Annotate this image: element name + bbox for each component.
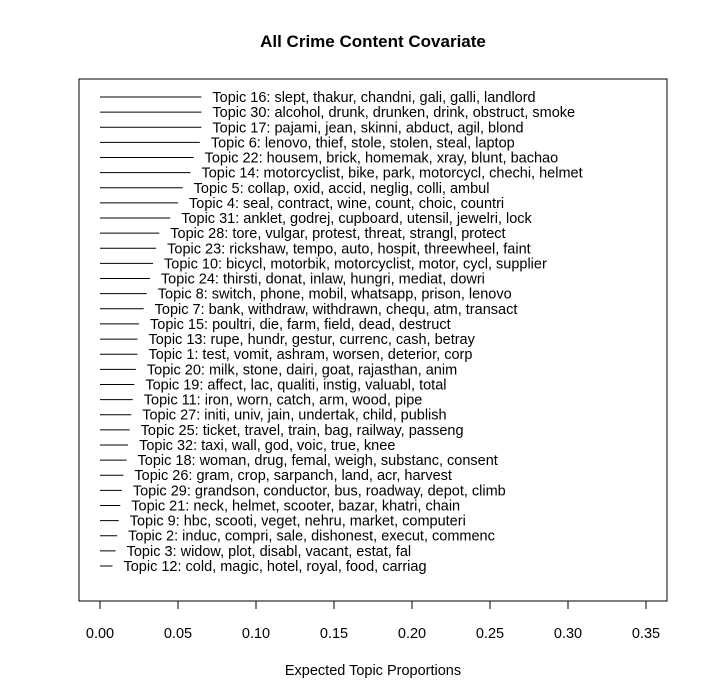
topic-label: Topic 32: taxi, wall, god, voic, true, k… [139,438,395,454]
topic-label: Topic 8: switch, phone, mobil, whatsapp,… [158,287,512,303]
topic-label: Topic 10: bicycl, motorbik, motorcyclist… [164,256,547,272]
topic-label: Topic 15: poultri, die, farm, field, dea… [150,317,451,333]
x-axis-ticks: 0.00 0.05 0.10 0.15 0.20 0.25 0.30 0.35 [86,601,660,642]
topic-label: Topic 30: alcohol, drunk, drunken, drink… [212,105,575,121]
topic-label: Topic 17: pajami, jean, skinni, abduct, … [212,120,523,136]
x-tick-label: 0.35 [632,626,660,642]
topic-label: Topic 14: motorcyclist, bike, park, moto… [201,166,582,182]
topic-label: Topic 27: initi, univ, jain, undertak, c… [142,408,446,424]
topic-label: Topic 13: rupe, hundr, gestur, currenc, … [148,332,475,348]
topic-label: Topic 5: collap, oxid, accid, neglig, co… [194,181,490,197]
x-tick-label: 0.25 [476,626,504,642]
chart-title: All Crime Content Covariate [260,32,486,51]
topic-label: Topic 23: rickshaw, tempo, auto, hospit,… [167,241,531,257]
topic-label: Topic 11: iron, worn, catch, arm, wood, … [144,393,423,409]
x-axis-label: Expected Topic Proportions [285,663,461,679]
topic-label: Topic 9: hbc, scooti, veget, nehru, mark… [130,514,466,530]
topic-label: Topic 25: ticket, travel, train, bag, ra… [141,423,464,439]
topic-label: Topic 24: thirsti, donat, inlaw, hungri,… [161,272,485,288]
topic-label: Topic 26: gram, crop, sarpanch, land, ac… [134,468,452,484]
topic-label: Topic 22: housem, brick, homemak, xray, … [205,151,559,167]
topic-label: Topic 6: lenovo, thief, stole, stolen, s… [211,135,515,151]
x-tick-label: 0.30 [554,626,582,642]
topic-label: Topic 29: grandson, conductor, bus, road… [133,483,506,499]
x-tick-label: 0.05 [164,626,192,642]
topic-label: Topic 12: cold, magic, hotel, royal, foo… [123,559,426,575]
topic-label: Topic 16: slept, thakur, chandni, gali, … [212,90,535,106]
topic-label: Topic 19: affect, lac, qualiti, instig, … [145,377,446,393]
topic-label: Topic 21: neck, helmet, scooter, bazar, … [131,498,460,514]
topic-label: Topic 28: tore, vulgar, protest, threat,… [170,226,505,242]
topic-label: Topic 3: widow, plot, disabl, vacant, es… [127,544,412,560]
topic-label: Topic 1: test, vomit, ashram, worsen, de… [148,347,472,363]
x-tick-label: 0.20 [398,626,426,642]
x-tick-label: 0.00 [86,626,114,642]
topic-label: Topic 7: bank, withdraw, withdrawn, cheq… [155,302,518,318]
topic-marks: Topic 16: slept, thakur, chandni, gali, … [100,90,583,575]
topic-label: Topic 2: induc, compri, sale, dishonest,… [128,529,495,545]
topic-label: Topic 31: anklet, godrej, cupboard, uten… [181,211,532,227]
x-tick-label: 0.10 [242,626,270,642]
topic-label: Topic 4: seal, contract, wine, count, ch… [189,196,504,212]
topic-label: Topic 18: woman, drug, femal, weigh, sub… [138,453,498,469]
topic-label: Topic 20: milk, stone, dairi, goat, raja… [147,362,457,378]
x-tick-label: 0.15 [320,626,348,642]
